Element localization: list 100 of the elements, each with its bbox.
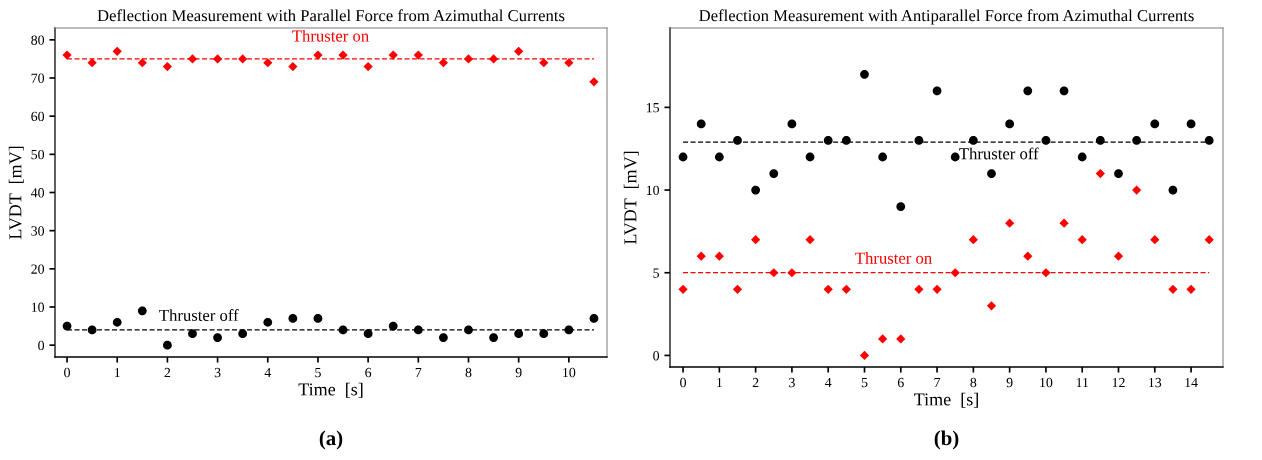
point <box>1005 218 1015 228</box>
y-tick-label: 70 <box>31 73 45 83</box>
point <box>87 325 97 335</box>
point <box>313 314 323 323</box>
y-tick-label: 60 <box>31 111 45 122</box>
point <box>137 58 147 68</box>
point <box>823 284 833 294</box>
y-tick-label: 40 <box>30 188 45 198</box>
chart-title: Deflection Measurement with Parallel Force from Azimuthal Currents <box>97 9 565 22</box>
point <box>696 251 706 261</box>
point <box>338 325 348 335</box>
point <box>896 202 906 211</box>
point <box>62 50 72 60</box>
point <box>986 301 997 311</box>
point <box>841 284 851 294</box>
point <box>841 136 851 145</box>
point <box>932 86 942 96</box>
point <box>112 317 122 327</box>
point <box>564 58 574 68</box>
point <box>188 329 197 339</box>
point <box>787 119 797 129</box>
point <box>438 58 449 68</box>
point <box>1077 152 1087 162</box>
point <box>950 152 960 162</box>
y-axis-title: LVDT [mV] <box>8 146 24 240</box>
point <box>589 314 599 323</box>
point <box>896 334 906 344</box>
point <box>313 50 323 60</box>
ref-line-label: Thruster off <box>159 309 239 321</box>
point <box>263 317 273 327</box>
point <box>1095 168 1105 179</box>
y-tick-label: 15 <box>646 103 660 113</box>
point <box>878 334 888 344</box>
point <box>488 54 499 64</box>
x-tick-label: 1 <box>114 367 120 378</box>
point <box>1059 218 1069 228</box>
point <box>1023 86 1033 96</box>
point <box>363 329 373 339</box>
x-tick-label: 7 <box>934 377 941 388</box>
x-tick-label: 3 <box>789 377 795 388</box>
point <box>413 325 423 335</box>
point <box>1095 136 1105 145</box>
point <box>987 169 996 178</box>
x-tick-label: 10 <box>1040 377 1053 388</box>
point <box>1023 251 1033 261</box>
point <box>751 185 761 195</box>
point <box>678 284 688 294</box>
point <box>62 321 72 331</box>
point <box>932 284 942 294</box>
point <box>950 268 960 278</box>
point <box>1114 169 1123 178</box>
point <box>769 268 779 278</box>
point <box>288 314 298 323</box>
x-tick-label: 9 <box>515 367 522 378</box>
x-tick-label: 2 <box>164 367 171 378</box>
point <box>238 54 248 64</box>
point <box>1132 136 1142 145</box>
x-tick-label: 0 <box>64 367 70 378</box>
text: (a) <box>319 430 343 450</box>
x-tick-label: 6 <box>365 367 372 378</box>
point <box>288 61 298 72</box>
x-axis-title: Time [s] <box>914 392 978 408</box>
point <box>696 119 706 129</box>
point <box>860 69 869 79</box>
point <box>539 329 549 339</box>
point <box>1168 284 1178 294</box>
point <box>514 329 524 339</box>
point <box>733 136 742 145</box>
x-tick-label: 7 <box>415 367 422 378</box>
ref-line-label: Thruster on <box>855 252 932 264</box>
point <box>1204 235 1214 245</box>
point <box>751 235 761 245</box>
point <box>805 152 815 162</box>
y-tick-label: 10 <box>646 185 660 196</box>
point <box>212 54 223 64</box>
point <box>1150 235 1160 245</box>
point <box>1186 119 1196 129</box>
point <box>805 235 815 245</box>
point <box>1204 136 1214 145</box>
point <box>514 46 524 56</box>
x-tick-label: 3 <box>214 367 221 378</box>
point <box>363 61 373 72</box>
point <box>1005 119 1015 129</box>
x-tick-label: 6 <box>897 377 904 388</box>
point <box>1150 119 1160 129</box>
y-tick-label: 50 <box>31 149 45 160</box>
x-tick-label: 14 <box>1185 377 1198 388</box>
point <box>539 58 549 68</box>
x-tick-label: 8 <box>465 367 472 378</box>
point <box>489 333 498 342</box>
point <box>1132 185 1142 195</box>
point <box>1113 251 1124 261</box>
point <box>823 136 833 145</box>
x-tick-label: 5 <box>861 377 868 388</box>
point <box>163 340 172 350</box>
point <box>714 251 724 261</box>
text: (b) <box>934 430 959 450</box>
point <box>914 284 924 294</box>
x-tick-label: 13 <box>1149 377 1162 388</box>
x-tick-label: 8 <box>970 377 977 388</box>
